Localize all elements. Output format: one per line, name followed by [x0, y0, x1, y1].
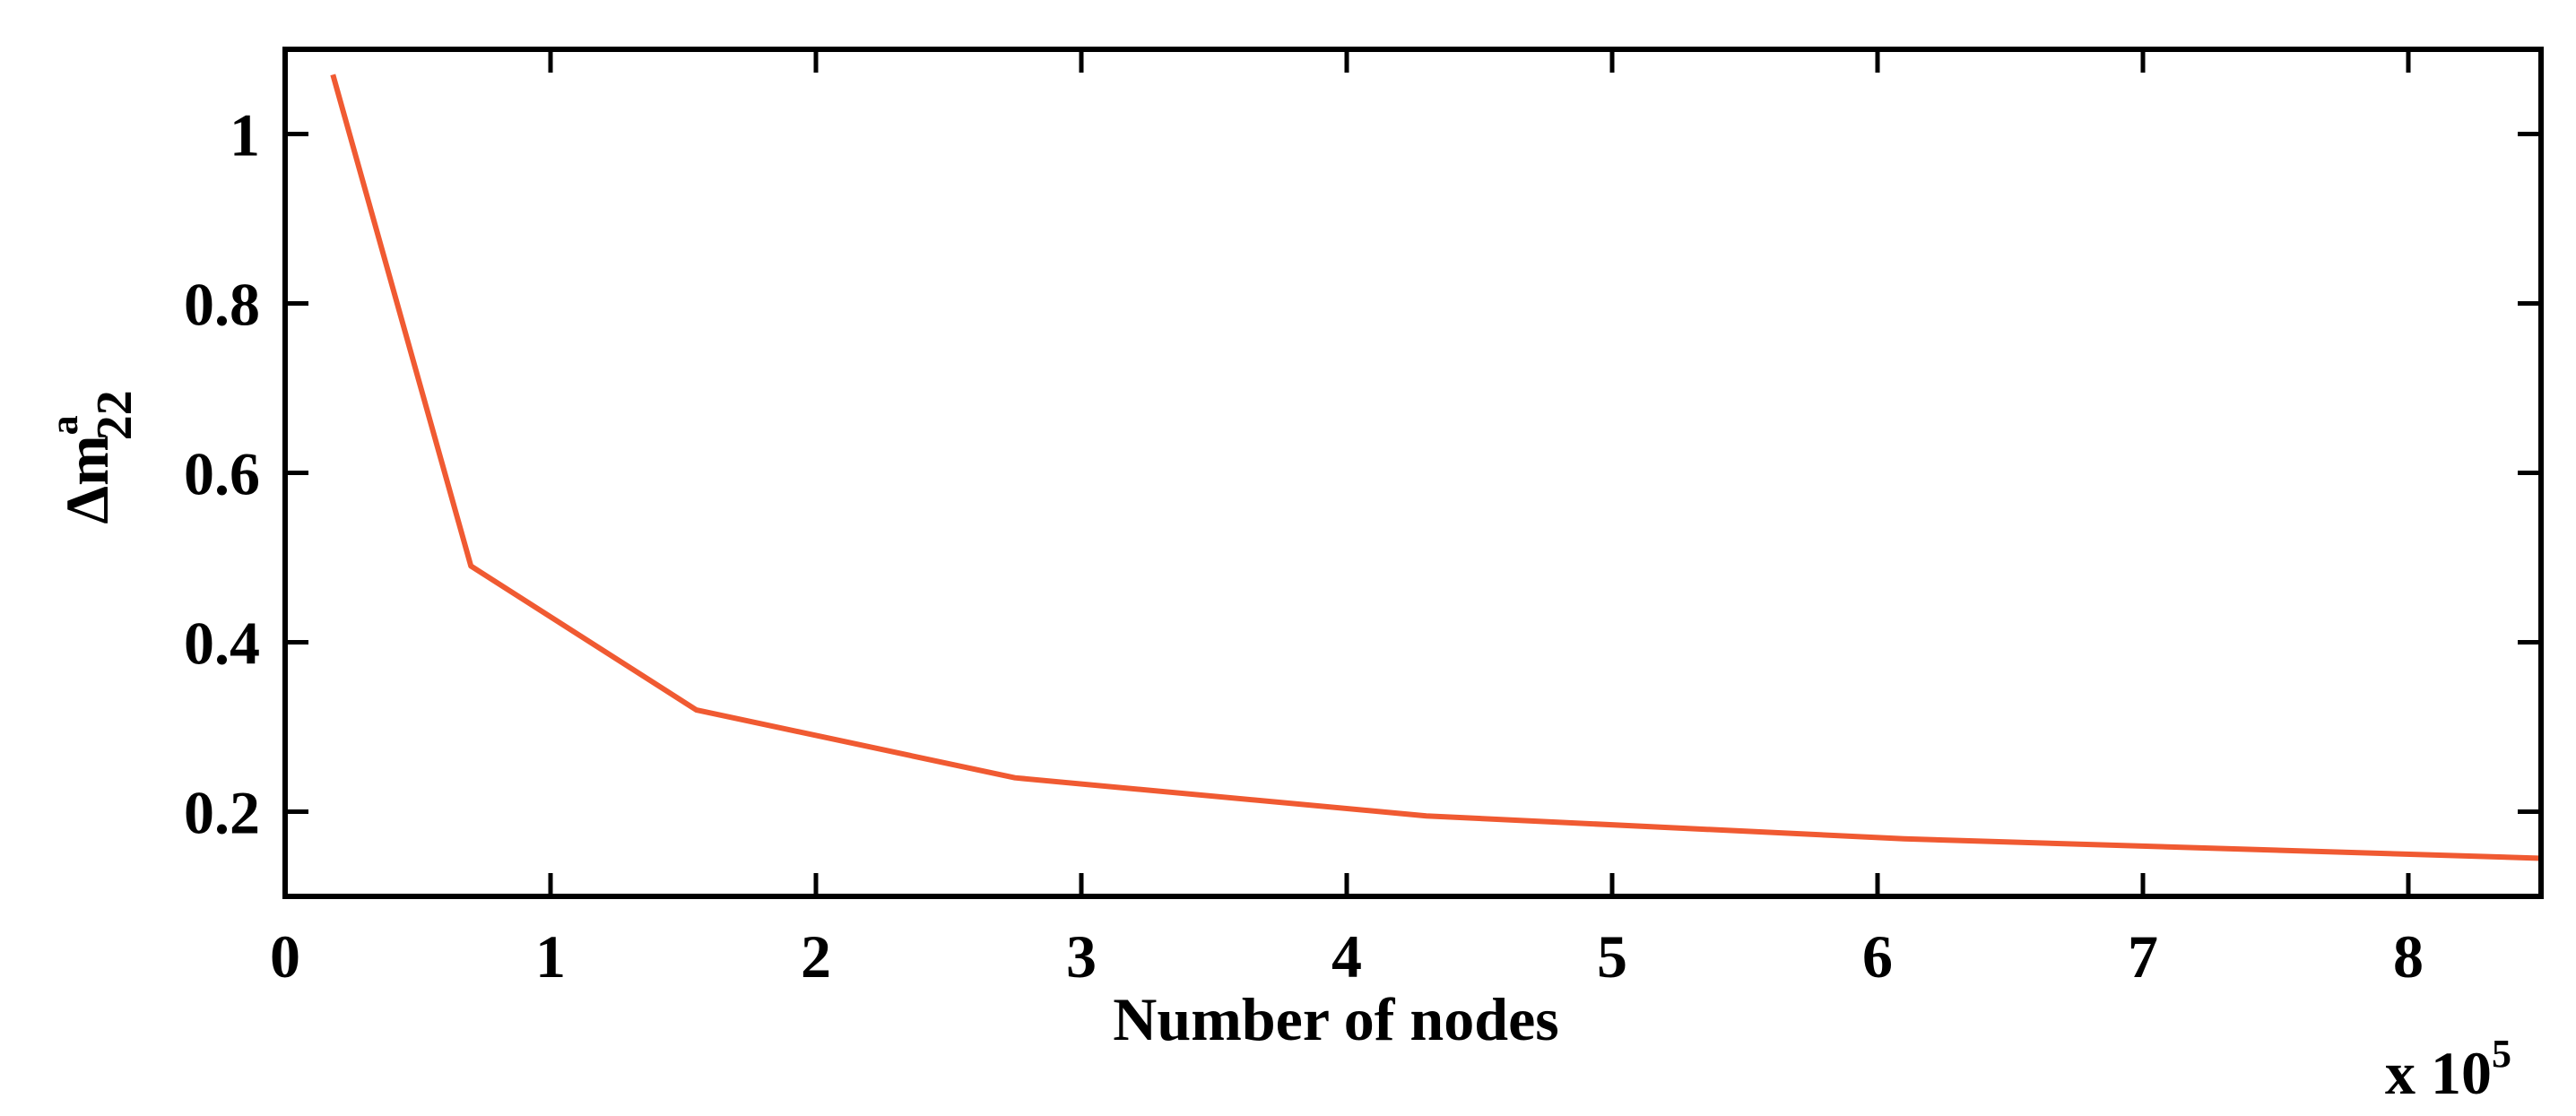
- x-tick-label: 3: [1066, 922, 1097, 991]
- x-axis-multiplier: x 105: [2385, 1032, 2511, 1107]
- x-tick-label: 0: [270, 922, 300, 991]
- series-line: [330, 74, 2542, 861]
- y-tick-label: 0.8: [184, 271, 260, 339]
- x-tick-label: 1: [535, 922, 566, 991]
- y-label-base: Δm: [53, 435, 121, 523]
- x-tick-label: 8: [2393, 922, 2424, 991]
- y-tick-labels: 0.2 0.4 0.6 0.8 1: [184, 101, 260, 847]
- y-tick-label: 0.2: [184, 779, 260, 847]
- x-multiplier-exponent: 5: [2492, 1032, 2511, 1076]
- y-tick-label: 1: [230, 101, 260, 169]
- y-axis-title: Δma22: [42, 390, 143, 523]
- x-tick-label: 2: [801, 922, 831, 991]
- x-axis-title: Number of nodes: [1113, 985, 1558, 1053]
- y-tick-label: 0.6: [184, 440, 260, 508]
- y-label-subscript: 22: [87, 390, 143, 440]
- series-layer: [330, 74, 2542, 861]
- x-tick-labels: 0 1 2 3 4 5 6 7 8: [270, 922, 2424, 991]
- plot-frame: [282, 47, 2544, 899]
- y-label-superscript: a: [42, 415, 86, 435]
- x-multiplier-base: x 10: [2385, 1039, 2492, 1107]
- y-tick-label: 0.4: [184, 610, 260, 678]
- x-tick-label: 7: [2128, 922, 2158, 991]
- x-tick-label: 5: [1597, 922, 1627, 991]
- x-tick-label: 6: [1862, 922, 1893, 991]
- x-tick-label: 4: [1331, 922, 1362, 991]
- axis-ticks: [282, 49, 2541, 896]
